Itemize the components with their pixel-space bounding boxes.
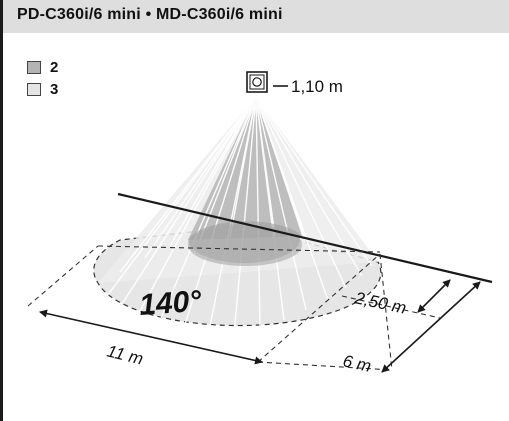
- outer-radius-label: 6 m: [341, 351, 373, 375]
- left-rule: [0, 33, 3, 421]
- legend-label-3: 3: [50, 80, 59, 98]
- inner-zone-area: [188, 224, 302, 266]
- inner-radius-label: 2,50 m: [352, 288, 408, 318]
- angle-label: 140°: [138, 285, 203, 322]
- legend-swatch-3: [27, 82, 41, 96]
- legend-item-2: 2: [27, 57, 58, 77]
- width-label: 11 m: [105, 341, 145, 368]
- detection-cone: [98, 96, 378, 337]
- sensor-icon: [246, 71, 268, 93]
- page-title: PD-C360i/6 mini • MD-C360i/6 mini: [17, 6, 283, 23]
- header-bar: PD-C360i/6 mini • MD-C360i/6 mini: [0, 0, 509, 33]
- legend: 2 3: [27, 57, 58, 101]
- legend-swatch-2: [27, 60, 41, 74]
- mount-height-label: 1,10 m: [291, 77, 343, 96]
- dimension-width-line: [39, 309, 263, 365]
- dimension-inner-line: [417, 279, 451, 313]
- legend-label-2: 2: [50, 58, 59, 76]
- dimension-outer-line: [381, 281, 481, 373]
- legend-item-3: 3: [27, 79, 58, 99]
- wall-line: [117, 192, 493, 284]
